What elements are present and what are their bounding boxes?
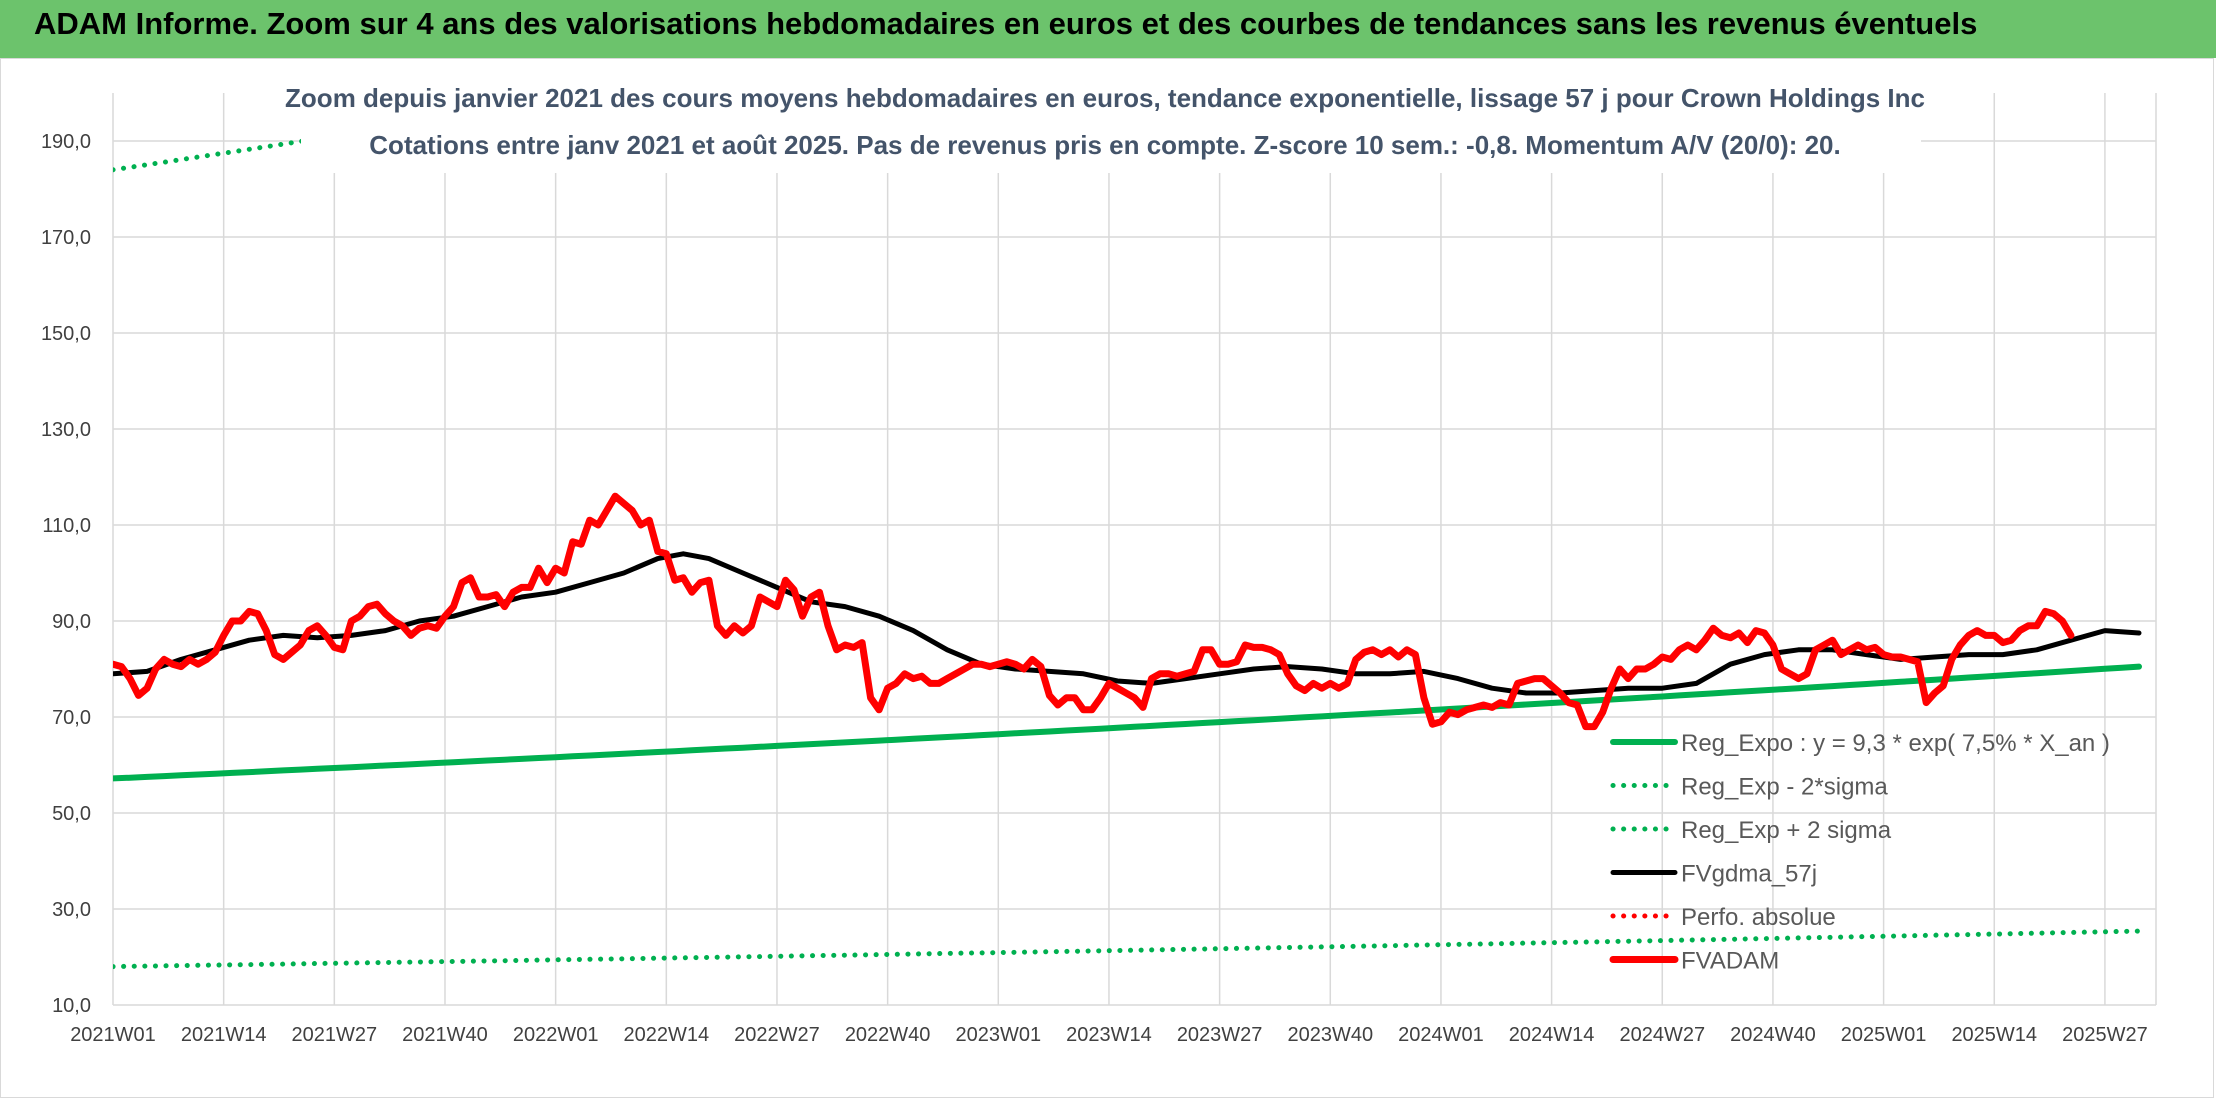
- legend: Reg_Expo : y = 9,3 * exp( 7,5% * X_an ) R…: [1609, 730, 2110, 975]
- y-tick-label: 70,0: [52, 707, 91, 729]
- x-tick-label: 2023W14: [1066, 1024, 1152, 1046]
- series-line-0: [113, 663, 2142, 782]
- legend-label: Perfo. absolue: [1681, 904, 1836, 931]
- y-tick-label: 10,0: [52, 995, 91, 1017]
- x-tick-label: 2024W40: [1730, 1024, 1816, 1046]
- series-line-5: [113, 492, 2075, 731]
- title-backdrop: [301, 61, 1921, 173]
- x-tick-label: 2023W27: [1177, 1024, 1263, 1046]
- y-tick-label: 30,0: [52, 899, 91, 921]
- x-tick-label: 2025W14: [1951, 1024, 2037, 1046]
- x-tick-label: 2022W01: [513, 1024, 599, 1046]
- x-tick-label: 2023W01: [955, 1024, 1041, 1046]
- x-tick-label: 2022W40: [845, 1024, 931, 1046]
- x-tick-label: 2021W01: [70, 1024, 156, 1046]
- x-tick-label: 2024W01: [1398, 1024, 1484, 1046]
- x-tick-label: 2021W40: [402, 1024, 488, 1046]
- line-chart: 10,0 30,0 50,0 70,0 90,0 110,0 130,0 150,0 170,0…: [41, 61, 2157, 1046]
- x-axis-ticks: 2021W01 2021W14 2021W27 2021W40 2022W01 2022W…: [70, 1024, 2148, 1046]
- x-tick-label: 2025W01: [1841, 1024, 1927, 1046]
- x-tick-label: 2025W27: [2062, 1024, 2148, 1046]
- chart-title: Zoom depuis janvier 2021 des cours moyen…: [285, 83, 1925, 113]
- y-tick-label: 170,0: [41, 227, 91, 249]
- y-tick-label: 90,0: [52, 611, 91, 633]
- y-axis-ticks: 10,0 30,0 50,0 70,0 90,0 110,0 130,0 150,0 170,0…: [41, 131, 91, 1017]
- x-tick-label: 2024W27: [1619, 1024, 1705, 1046]
- y-tick-label: 190,0: [41, 131, 91, 153]
- legend-label: FVADAM: [1681, 948, 1779, 975]
- gridlines: [112, 93, 2157, 1006]
- title-banner: ADAM Informe. Zoom sur 4 ans des valoris…: [0, 0, 2216, 58]
- legend-label: Reg_Expo : y = 9,3 * exp( 7,5% * X_an ): [1681, 730, 2110, 757]
- report-title: ADAM Informe. Zoom sur 4 ans des valoris…: [34, 6, 1978, 41]
- y-tick-label: 50,0: [52, 803, 91, 825]
- x-tick-label: 2022W14: [624, 1024, 710, 1046]
- series-line-3: [113, 551, 2142, 696]
- x-tick-label: 2021W14: [181, 1024, 267, 1046]
- x-tick-label: 2021W27: [292, 1024, 378, 1046]
- y-tick-label: 110,0: [42, 515, 91, 537]
- y-tick-label: 130,0: [41, 419, 91, 441]
- x-tick-label: 2022W27: [734, 1024, 820, 1046]
- chart-area: 10,0 30,0 50,0 70,0 90,0 110,0 130,0 150,0 170,0…: [0, 58, 2214, 1098]
- series-line-1: [113, 928, 2142, 970]
- series-lines: [113, 93, 2142, 970]
- legend-label: Reg_Exp + 2 sigma: [1681, 817, 1892, 844]
- chart-subtitle: Cotations entre janv 2021 et août 2025. …: [369, 130, 1840, 160]
- legend-label: Reg_Exp - 2*sigma: [1681, 774, 1888, 801]
- x-tick-label: 2024W14: [1509, 1024, 1595, 1046]
- x-tick-label: 2023W40: [1287, 1024, 1373, 1046]
- y-tick-label: 150,0: [41, 323, 91, 345]
- legend-label: FVgdma_57j: [1681, 861, 1817, 888]
